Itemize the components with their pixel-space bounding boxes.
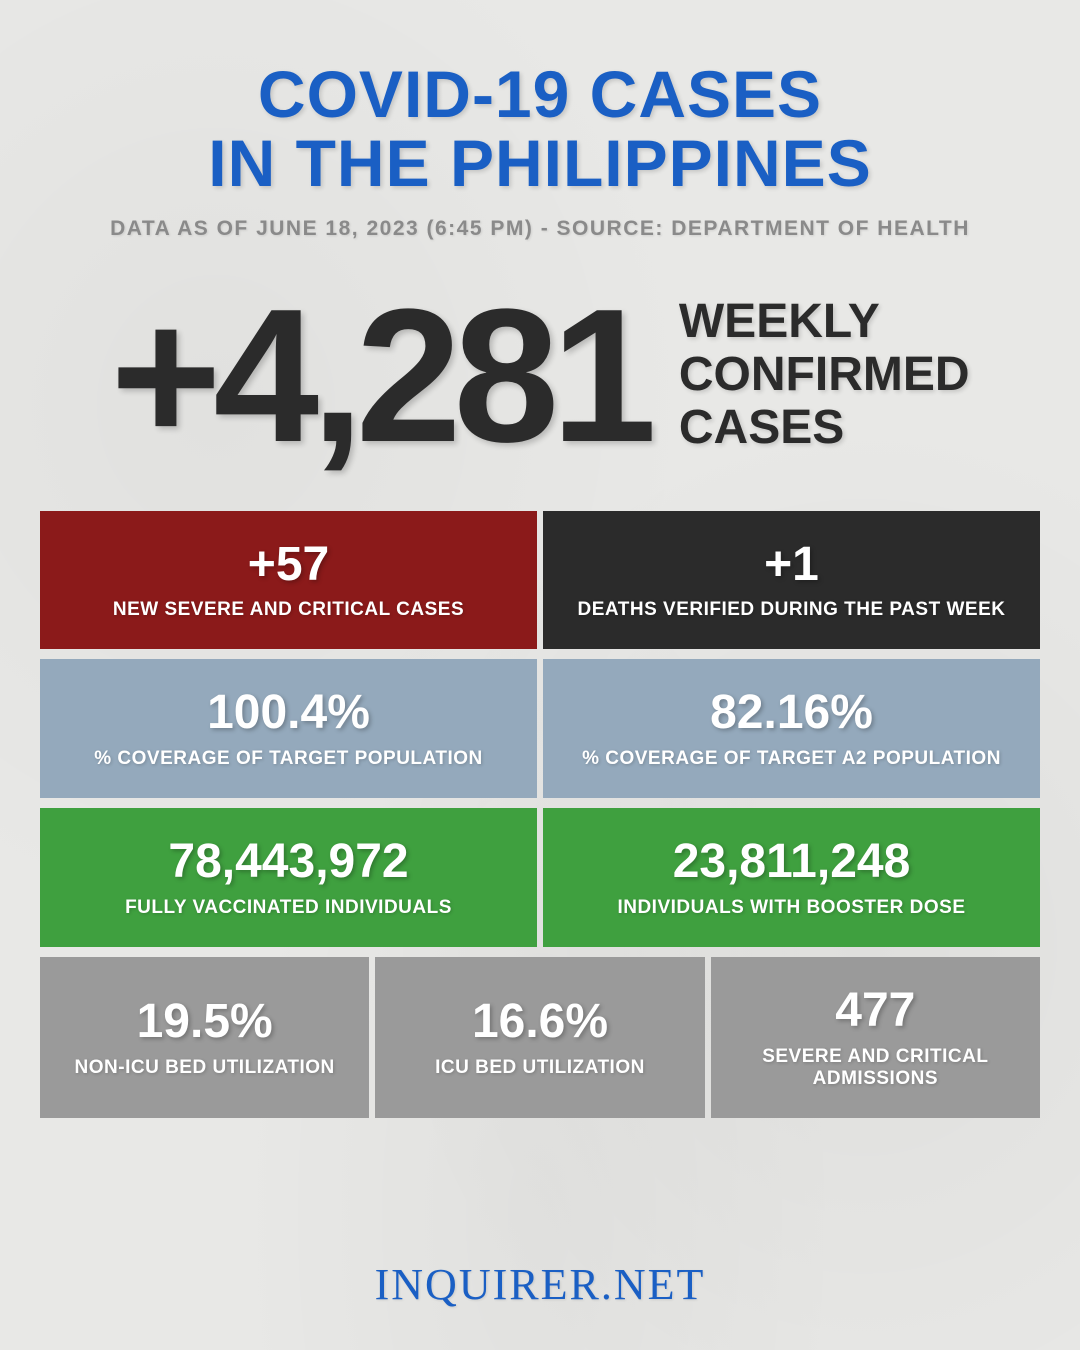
stat-row: 100.4% % COVERAGE OF TARGET POPULATION 82.… (40, 659, 1040, 798)
stat-value: +57 (248, 539, 329, 592)
stat-cell: 82.16% % COVERAGE OF TARGET A2 POPULATION (543, 659, 1040, 798)
stat-label: SEVERE AND CRITICAL ADMISSIONS (729, 1046, 1022, 1090)
stat-value: 16.6% (472, 996, 608, 1049)
stat-value: 100.4% (207, 687, 370, 740)
stat-value: 19.5% (137, 996, 273, 1049)
stat-label: NEW SEVERE AND CRITICAL CASES (113, 599, 464, 621)
hero-value: +4,281 (110, 281, 648, 471)
title-line-1: COVID-19 CASES (40, 60, 1040, 129)
stat-row: +57 NEW SEVERE AND CRITICAL CASES +1 DEATHS… (40, 511, 1040, 650)
main-title: COVID-19 CASES IN THE PHILIPPINES (40, 60, 1040, 199)
stat-cell: 78,443,972 FULLY VACCINATED INDIVIDUALS (40, 808, 537, 947)
stat-cell: 100.4% % COVERAGE OF TARGET POPULATION (40, 659, 537, 798)
stat-row: 19.5% NON-ICU BED UTILIZATION 16.6% ICU BED… (40, 957, 1040, 1118)
stat-label: ICU BED UTILIZATION (435, 1057, 645, 1079)
stat-label: % COVERAGE OF TARGET A2 POPULATION (582, 748, 1001, 770)
stat-label: % COVERAGE OF TARGET POPULATION (94, 748, 482, 770)
infographic-container: COVID-19 CASES IN THE PHILIPPINES DATA A… (0, 0, 1080, 1350)
hero-label-line-1: WEEKLY (679, 296, 970, 349)
stat-value: 82.16% (710, 687, 873, 740)
stat-cell: +57 NEW SEVERE AND CRITICAL CASES (40, 511, 537, 650)
footer-brand: INQUIRER.NET (40, 1229, 1040, 1310)
stat-cell: 19.5% NON-ICU BED UTILIZATION (40, 957, 369, 1118)
stat-label: DEATHS VERIFIED DURING THE PAST WEEK (578, 599, 1006, 621)
stat-label: NON-ICU BED UTILIZATION (75, 1057, 335, 1079)
hero-label: WEEKLY CONFIRMED CASES (679, 296, 970, 454)
stat-label: INDIVIDUALS WITH BOOSTER DOSE (617, 897, 965, 919)
stat-cell: 477 SEVERE AND CRITICAL ADMISSIONS (711, 957, 1040, 1118)
stat-row: 78,443,972 FULLY VACCINATED INDIVIDUALS 23… (40, 808, 1040, 947)
stat-cell: 16.6% ICU BED UTILIZATION (375, 957, 704, 1118)
stat-value: +1 (764, 539, 819, 592)
hero-stat: +4,281 WEEKLY CONFIRMED CASES (40, 281, 1040, 471)
stat-value: 477 (835, 985, 915, 1038)
stat-value: 78,443,972 (168, 836, 408, 889)
hero-label-line-2: CONFIRMED (679, 349, 970, 402)
stat-rows: +57 NEW SEVERE AND CRITICAL CASES +1 DEATHS… (40, 511, 1040, 1118)
hero-label-line-3: CASES (679, 402, 970, 455)
title-line-2: IN THE PHILIPPINES (40, 129, 1040, 198)
stat-cell: 23,811,248 INDIVIDUALS WITH BOOSTER DOSE (543, 808, 1040, 947)
stat-value: 23,811,248 (673, 836, 911, 889)
stat-label: FULLY VACCINATED INDIVIDUALS (125, 897, 452, 919)
stat-cell: +1 DEATHS VERIFIED DURING THE PAST WEEK (543, 511, 1040, 650)
data-source-subtitle: DATA AS OF JUNE 18, 2023 (6:45 PM) - SOU… (40, 217, 1040, 241)
